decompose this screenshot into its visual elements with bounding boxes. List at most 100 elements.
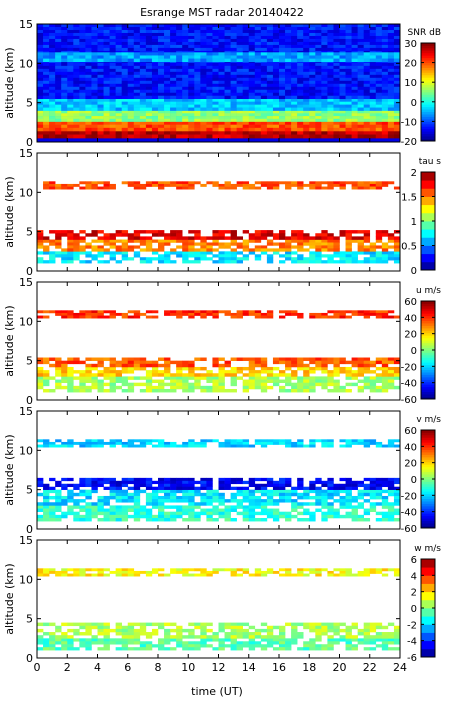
heatmap-cell xyxy=(127,385,135,390)
heatmap-cell xyxy=(85,32,92,37)
colorbar-segment xyxy=(421,212,435,222)
heatmap-cell xyxy=(218,65,225,70)
heatmap-cell xyxy=(369,385,377,390)
heatmap-cell xyxy=(218,376,225,380)
heatmap-cell xyxy=(91,511,98,516)
heatmap-cell xyxy=(127,357,135,361)
heatmap-cell xyxy=(369,505,377,509)
heatmap-cell xyxy=(297,95,304,100)
heatmap-cell xyxy=(170,489,177,494)
heatmap-cell xyxy=(303,511,310,516)
heatmap-cell xyxy=(242,124,250,129)
heatmap-cell xyxy=(55,98,62,102)
heatmap-cell xyxy=(218,26,225,31)
heatmap-cell xyxy=(381,257,389,261)
heatmap-cell xyxy=(158,26,165,31)
heatmap-cell xyxy=(61,385,68,390)
heatmap-cell xyxy=(242,38,250,43)
heatmap-cell xyxy=(230,257,237,261)
heatmap-cell xyxy=(182,236,189,240)
heatmap-cell xyxy=(369,113,377,117)
heatmap-cell xyxy=(381,357,389,361)
heatmap-cell xyxy=(79,118,86,122)
heatmap-cell xyxy=(49,110,56,114)
heatmap-cell xyxy=(139,55,147,59)
heatmap-cell xyxy=(260,95,268,100)
heatmap-cell xyxy=(387,315,395,319)
heatmap-cell xyxy=(333,74,340,79)
heatmap-cell xyxy=(272,641,280,645)
heatmap-cell xyxy=(188,444,195,448)
heatmap-cell xyxy=(43,121,50,125)
heatmap-cell xyxy=(127,65,135,70)
heatmap-cell xyxy=(266,489,274,494)
heatmap-cell xyxy=(315,477,322,482)
heatmap-cell xyxy=(158,477,165,482)
heatmap-cell xyxy=(218,310,225,314)
heatmap-cell xyxy=(242,480,250,485)
heatmap-cell xyxy=(297,517,304,522)
heatmap-cell xyxy=(194,95,201,100)
heatmap-cell xyxy=(43,508,50,512)
heatmap-cell xyxy=(333,360,340,365)
heatmap-cell xyxy=(236,130,243,135)
heatmap-cell xyxy=(79,499,86,503)
heatmap-cell xyxy=(315,508,322,512)
heatmap-cell xyxy=(387,92,395,97)
heatmap-cell xyxy=(242,47,250,52)
heatmap-cell xyxy=(200,492,207,497)
heatmap-cell xyxy=(279,499,286,503)
heatmap-cell xyxy=(291,638,298,642)
heatmap-cell xyxy=(327,68,334,73)
heatmap-cell xyxy=(369,312,377,316)
heatmap-cell xyxy=(61,134,68,139)
heatmap-cell xyxy=(260,644,268,648)
heatmap-cell xyxy=(176,382,183,387)
heatmap-cell xyxy=(218,245,225,249)
heatmap-cell xyxy=(321,86,328,91)
heatmap-cell xyxy=(345,68,352,73)
heatmap-cell xyxy=(230,505,237,509)
heatmap-cell xyxy=(327,310,334,314)
heatmap-cell xyxy=(224,245,231,249)
heatmap-cell xyxy=(103,486,110,490)
heatmap-cell xyxy=(67,38,74,43)
heatmap-cell xyxy=(248,444,256,448)
heatmap-cell xyxy=(158,98,165,102)
heatmap-cell xyxy=(345,242,352,246)
heatmap-cell xyxy=(79,26,86,31)
heatmap-cell xyxy=(333,641,340,645)
colorbar-segment xyxy=(421,394,435,397)
heatmap-cell xyxy=(381,44,389,49)
heatmap-cell xyxy=(176,514,183,519)
heatmap-cell xyxy=(303,379,310,383)
heatmap-cell xyxy=(145,245,153,249)
heatmap-cell xyxy=(218,62,225,67)
heatmap-cell xyxy=(85,35,92,40)
heatmap-cell xyxy=(291,373,298,377)
heatmap-cell xyxy=(393,41,401,46)
heatmap-cell xyxy=(73,483,80,488)
heatmap-cell xyxy=(303,236,310,240)
heatmap-cell xyxy=(79,55,86,59)
heatmap-cell xyxy=(363,477,371,482)
heatmap-cell xyxy=(151,62,159,67)
heatmap-cell xyxy=(345,366,352,371)
heatmap-cell xyxy=(236,366,243,371)
heatmap-cell xyxy=(236,477,243,482)
heatmap-cell xyxy=(79,24,86,28)
heatmap-cell xyxy=(357,251,364,255)
heatmap-cell xyxy=(85,58,92,63)
heatmap-cell xyxy=(285,373,292,377)
heatmap-cell xyxy=(285,104,292,108)
y-tick-label: 0 xyxy=(26,523,33,536)
heatmap-cell xyxy=(266,121,274,125)
heatmap-cell xyxy=(297,41,304,46)
heatmap-cell xyxy=(351,127,358,132)
heatmap-cell xyxy=(297,363,304,368)
heatmap-cell xyxy=(272,517,280,522)
heatmap-cell xyxy=(224,32,231,37)
data-layer xyxy=(37,110,401,122)
heatmap-cell xyxy=(170,68,177,73)
heatmap-cell xyxy=(387,104,395,108)
